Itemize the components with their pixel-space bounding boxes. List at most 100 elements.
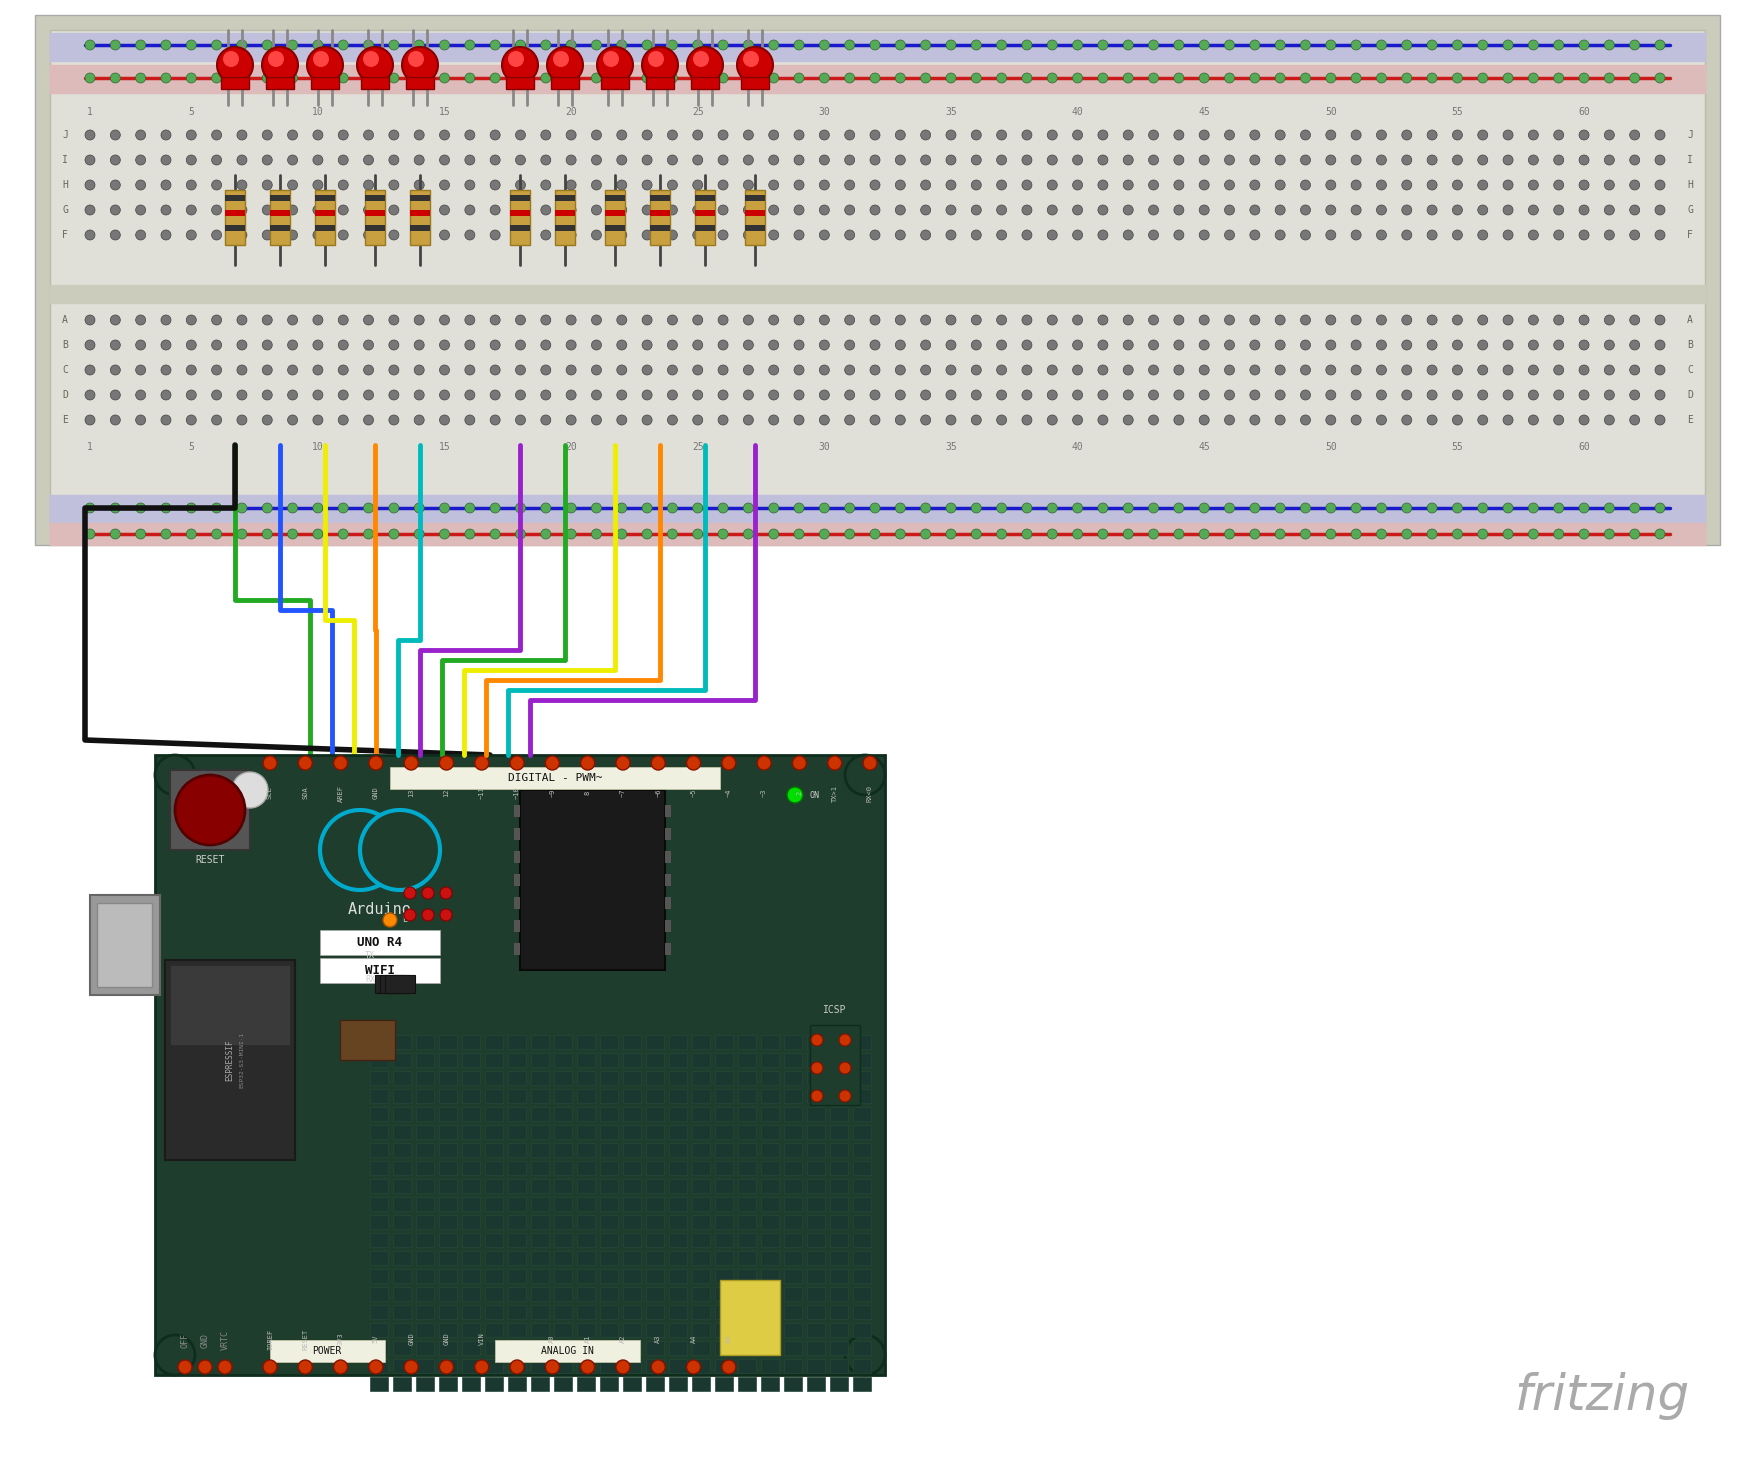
Circle shape: [591, 340, 602, 350]
Circle shape: [383, 912, 397, 927]
Bar: [623, 1323, 641, 1337]
Circle shape: [667, 130, 677, 140]
Circle shape: [553, 51, 569, 67]
Circle shape: [1072, 155, 1083, 165]
Circle shape: [769, 204, 779, 215]
Circle shape: [288, 390, 298, 400]
Circle shape: [1580, 390, 1588, 400]
Circle shape: [1276, 231, 1285, 239]
Bar: [739, 1288, 756, 1301]
Bar: [532, 1053, 549, 1067]
Bar: [830, 1107, 848, 1121]
Bar: [807, 1359, 825, 1372]
Circle shape: [369, 1361, 383, 1374]
Circle shape: [946, 204, 956, 215]
Bar: [714, 1215, 734, 1229]
Circle shape: [1225, 180, 1234, 190]
Bar: [532, 1340, 549, 1355]
Bar: [416, 1288, 433, 1301]
Circle shape: [567, 340, 576, 350]
Bar: [484, 1215, 504, 1229]
Text: H: H: [61, 180, 68, 190]
Circle shape: [1300, 415, 1311, 425]
Bar: [807, 1197, 825, 1210]
Circle shape: [642, 155, 653, 165]
Circle shape: [1529, 180, 1539, 190]
Bar: [600, 1359, 618, 1372]
Bar: [600, 1089, 618, 1102]
Bar: [691, 1323, 711, 1337]
Bar: [393, 1269, 411, 1283]
Circle shape: [1325, 415, 1336, 425]
Circle shape: [541, 315, 551, 326]
Bar: [720, 1280, 779, 1355]
Bar: [600, 1340, 618, 1355]
Circle shape: [591, 130, 602, 140]
Text: A1: A1: [584, 1334, 591, 1343]
Circle shape: [212, 365, 221, 375]
Circle shape: [1376, 390, 1386, 400]
Circle shape: [1630, 180, 1639, 190]
Circle shape: [161, 130, 170, 140]
Text: ~7: ~7: [620, 788, 627, 797]
Circle shape: [1580, 73, 1588, 83]
Circle shape: [997, 73, 1007, 83]
Bar: [416, 1161, 433, 1175]
Circle shape: [718, 340, 728, 350]
Circle shape: [363, 180, 374, 190]
Circle shape: [237, 340, 247, 350]
Bar: [646, 1305, 663, 1318]
Circle shape: [971, 529, 981, 539]
Text: I: I: [1687, 155, 1694, 165]
Bar: [507, 1072, 526, 1085]
Circle shape: [1225, 130, 1234, 140]
Circle shape: [1300, 39, 1311, 50]
Bar: [623, 1053, 641, 1067]
Circle shape: [616, 529, 627, 539]
Bar: [484, 1072, 504, 1085]
Circle shape: [844, 390, 855, 400]
Bar: [691, 1288, 711, 1301]
Bar: [807, 1126, 825, 1139]
Circle shape: [541, 204, 551, 215]
Circle shape: [439, 529, 449, 539]
Circle shape: [1225, 231, 1234, 239]
Bar: [393, 1340, 411, 1355]
Circle shape: [439, 130, 449, 140]
Circle shape: [1123, 130, 1134, 140]
Circle shape: [616, 504, 627, 512]
Circle shape: [1123, 180, 1134, 190]
Circle shape: [744, 315, 753, 326]
Circle shape: [793, 155, 804, 165]
Circle shape: [223, 51, 239, 67]
Circle shape: [439, 504, 449, 512]
Circle shape: [1529, 415, 1539, 425]
Circle shape: [616, 756, 630, 769]
Circle shape: [1351, 365, 1362, 375]
Circle shape: [744, 204, 753, 215]
Circle shape: [820, 315, 830, 326]
Circle shape: [441, 888, 453, 899]
Bar: [669, 1197, 686, 1210]
Circle shape: [1453, 130, 1462, 140]
Circle shape: [793, 340, 804, 350]
Circle shape: [186, 231, 197, 239]
Circle shape: [414, 340, 425, 350]
Circle shape: [1325, 529, 1336, 539]
Text: ~3: ~3: [762, 788, 767, 797]
Bar: [714, 1053, 734, 1067]
Circle shape: [1225, 204, 1234, 215]
Circle shape: [1099, 365, 1107, 375]
Bar: [439, 1359, 456, 1372]
Bar: [646, 1089, 663, 1102]
Circle shape: [1427, 315, 1437, 326]
Bar: [370, 1269, 388, 1283]
Bar: [739, 1089, 756, 1102]
Circle shape: [1376, 130, 1386, 140]
Circle shape: [439, 340, 449, 350]
Bar: [739, 1161, 756, 1175]
Circle shape: [1099, 504, 1107, 512]
Circle shape: [212, 529, 221, 539]
Circle shape: [1021, 390, 1032, 400]
Circle shape: [870, 504, 879, 512]
